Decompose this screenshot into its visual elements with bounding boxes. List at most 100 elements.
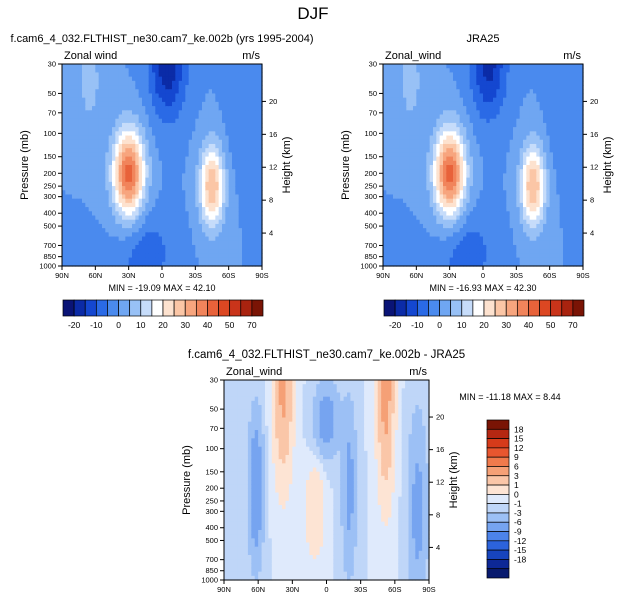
- field-cell: [165, 72, 170, 78]
- field-cell: [182, 97, 186, 103]
- field-cell: [192, 85, 196, 90]
- field-cell: [386, 240, 391, 246]
- field-cell: [105, 122, 110, 128]
- field-cell: [523, 110, 527, 116]
- field-cell: [439, 106, 444, 111]
- field-cell: [258, 173, 263, 179]
- field-cell: [112, 207, 116, 212]
- field-cell: [85, 127, 90, 132]
- field-cell: [426, 223, 431, 229]
- field-cell: [102, 131, 106, 137]
- field-cell: [218, 110, 223, 116]
- field-cell: [469, 223, 474, 229]
- field-cell: [85, 228, 90, 233]
- field-cell: [486, 135, 491, 141]
- field-cell: [125, 207, 130, 212]
- field-cell: [466, 207, 471, 212]
- field-cell: [433, 148, 437, 153]
- field-cell: [188, 181, 193, 187]
- field-cell: [195, 261, 200, 267]
- field-cell: [443, 236, 447, 242]
- field-cell: [78, 257, 83, 263]
- field-cell: [463, 152, 467, 158]
- field-cell: [198, 173, 203, 179]
- field-cell: [162, 127, 166, 132]
- field-cell: [205, 68, 210, 74]
- field-cell: [122, 215, 126, 221]
- field-cell: [486, 85, 491, 90]
- field-cell: [102, 114, 106, 120]
- field-cell: [185, 177, 190, 183]
- field-cell: [413, 219, 417, 225]
- field-cell: [78, 64, 83, 69]
- field-cell: [75, 257, 80, 263]
- field-cell: [252, 106, 256, 111]
- field-cell: [95, 110, 100, 116]
- field-cell: [88, 148, 93, 153]
- field-cell: [205, 244, 210, 250]
- field-cell: [255, 240, 260, 246]
- field-cell: [403, 89, 407, 95]
- field-cell: [128, 186, 133, 191]
- field-cell: [152, 198, 156, 204]
- field-cell: [225, 143, 230, 149]
- field-cell: [132, 169, 136, 175]
- field-cell: [449, 198, 454, 204]
- field-cell: [449, 244, 454, 250]
- y-right-tick-label: 12: [269, 163, 277, 172]
- field-cell: [65, 64, 70, 69]
- field-cell: [479, 131, 484, 137]
- field-cell: [112, 211, 116, 217]
- field-cell: [228, 249, 233, 254]
- field-cell: [102, 89, 106, 95]
- field-cell: [242, 93, 246, 99]
- field-cell: [195, 236, 200, 242]
- field-cell: [396, 118, 401, 124]
- field-cell: [165, 215, 170, 221]
- field-cell: [145, 186, 150, 191]
- field-cell: [182, 219, 186, 225]
- field-cell: [433, 127, 437, 132]
- field-cell: [88, 89, 93, 95]
- field-cell: [132, 194, 136, 200]
- field-cell: [443, 190, 447, 196]
- field-cell: [118, 156, 123, 162]
- field-cell: [439, 165, 444, 170]
- field-cell: [155, 257, 160, 263]
- field-cell: [65, 232, 70, 238]
- field-cell: [252, 257, 256, 263]
- field-cell: [503, 261, 507, 267]
- field-cell: [222, 240, 226, 246]
- field-cell: [125, 93, 130, 99]
- field-cell: [453, 106, 457, 111]
- field-cell: [238, 85, 243, 90]
- field-cell: [148, 80, 153, 86]
- field-cell: [245, 240, 250, 246]
- field-cell: [413, 118, 417, 124]
- field-cell: [148, 72, 153, 78]
- field-cell: [105, 177, 110, 183]
- field-cell: [222, 236, 226, 242]
- field-cell: [436, 215, 441, 221]
- field-cell: [162, 202, 166, 208]
- field-cell: [429, 97, 434, 103]
- field-cell: [158, 72, 163, 78]
- field-cell: [476, 177, 481, 183]
- field-cell: [486, 80, 491, 86]
- field-cell: [142, 106, 146, 111]
- field-cell: [95, 106, 100, 111]
- field-cell: [429, 228, 434, 233]
- field-cell: [88, 156, 93, 162]
- field-cell: [386, 101, 391, 107]
- field-cell: [68, 143, 73, 149]
- field-cell: [72, 160, 76, 166]
- field-cell: [466, 228, 471, 233]
- field-cell: [493, 257, 497, 263]
- field-cell: [238, 215, 243, 221]
- field-cell: [519, 194, 524, 200]
- field-cell: [195, 101, 200, 107]
- field-cell: [75, 93, 80, 99]
- field-cell: [222, 181, 226, 187]
- field-cell: [235, 85, 240, 90]
- field-cell: [523, 228, 527, 233]
